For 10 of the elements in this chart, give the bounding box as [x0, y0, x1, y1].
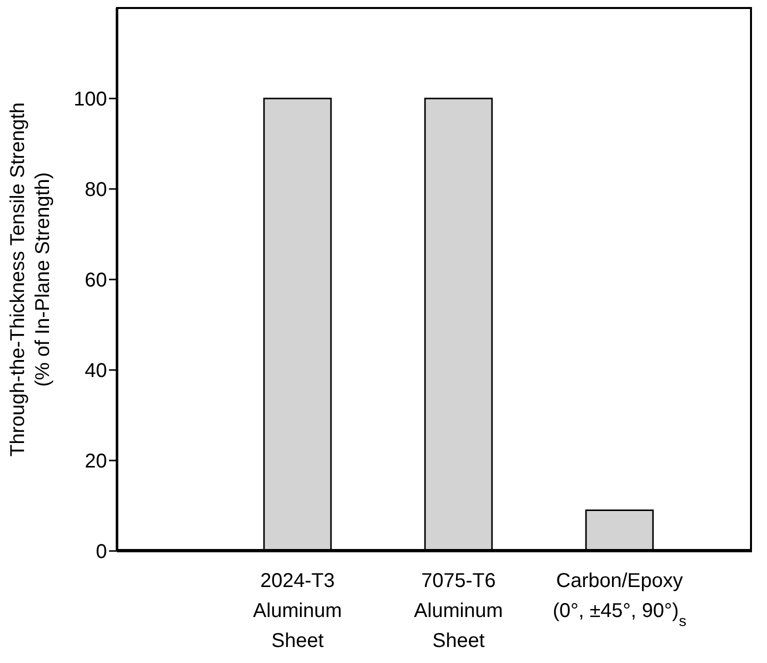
x-tick-label: 7075-T6 Aluminum Sheet: [414, 570, 503, 652]
y-tick-label: 40: [84, 360, 107, 382]
y-tick-label: 80: [84, 179, 107, 202]
y-tick-label: 60: [84, 270, 107, 292]
x-tick-label: 2024-T3 Aluminum Sheet: [253, 570, 342, 652]
x-tick-label: Carbon/Epoxy (0°, ±45°, 90°)$_{s}$: [552, 570, 686, 630]
y-tick-label: 100: [74, 88, 107, 111]
y-tick-label: 0: [96, 541, 107, 564]
y-tick-label: 20: [84, 450, 107, 473]
y-axis-title: Through-the-Thickness Tensile Strength (% of In-Plane Strength): [7, 102, 54, 457]
